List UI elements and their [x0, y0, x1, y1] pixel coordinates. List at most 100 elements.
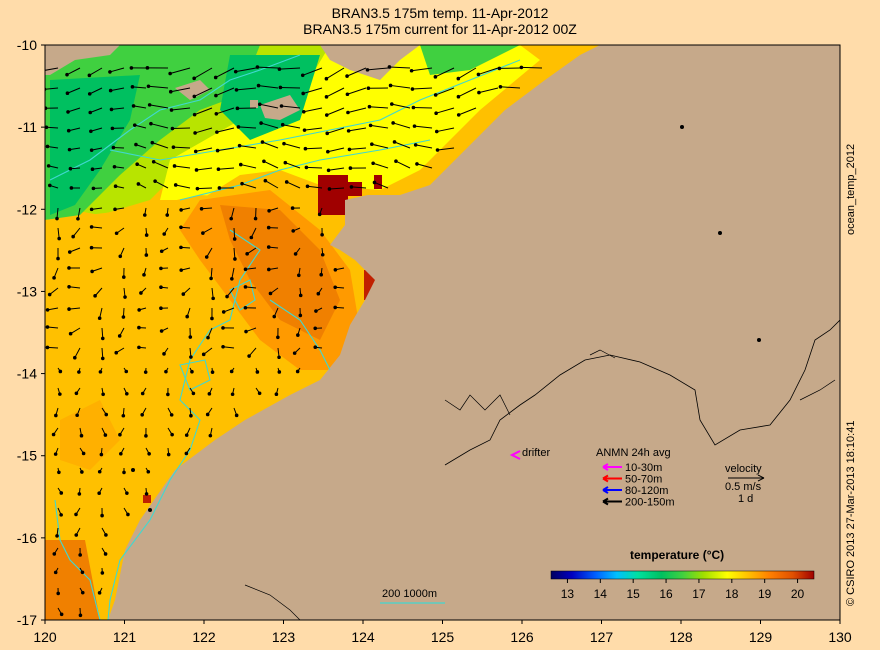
current-arrow-head [69, 186, 74, 190]
current-arrow-head [316, 291, 321, 296]
current-arrow-head [188, 335, 193, 339]
current-arrow-head [313, 326, 318, 331]
current-arrow-head [52, 552, 57, 556]
current-arrow [77, 207, 81, 219]
anmn-legend-arrowhead [602, 463, 609, 471]
current-arrow-head [171, 145, 176, 149]
current-arrow [171, 107, 191, 111]
current-arrow-head [97, 591, 102, 595]
current-arrow-head [135, 162, 139, 166]
y-tick-label: -12 [17, 201, 37, 217]
current-arrow-head [47, 183, 52, 188]
current-arrow-head [146, 469, 151, 474]
anmn-legend-label: 80-120m [625, 485, 668, 497]
current-arrow [521, 66, 543, 69]
current-arrow [67, 107, 81, 113]
current-arrow-head [278, 85, 283, 90]
current-arrow [134, 124, 147, 129]
current-arrow-head [333, 267, 338, 272]
current-arrow-head [326, 149, 330, 154]
current-arrow-head [56, 256, 60, 261]
x-tick-label: 130 [828, 629, 852, 645]
current-arrow-head [75, 413, 79, 418]
current-arrow-head [304, 165, 309, 170]
current-arrow [90, 107, 103, 113]
current-arrow-head [68, 166, 73, 171]
current-arrow-head [169, 413, 174, 417]
current-arrow-head [234, 413, 239, 418]
current-arrow-head [391, 121, 395, 125]
current-arrow-head [243, 305, 248, 310]
current-arrow-head [229, 369, 234, 374]
current-arrow-head [66, 110, 70, 114]
x-tick-label: 126 [510, 629, 534, 645]
current-arrow-head [456, 113, 461, 117]
product-label: ocean_temp_2012 [845, 143, 857, 235]
current-arrow-head [314, 309, 318, 313]
current-arrow [416, 163, 433, 169]
current-arrow-head [103, 433, 108, 437]
current-arrow [349, 147, 367, 150]
current-arrow-head [367, 104, 372, 109]
current-arrow-head [147, 103, 152, 107]
current-arrow-head [67, 266, 71, 270]
current-arrow [68, 127, 81, 132]
current-arrow-head [277, 355, 281, 360]
current-arrow [173, 146, 191, 149]
velocity-legend-speed: 0.5 m/s [725, 481, 762, 493]
current-arrow [154, 180, 169, 189]
current-arrow [241, 183, 257, 189]
current-arrow-head [108, 88, 113, 93]
current-arrow-head [142, 213, 147, 217]
current-arrow-head [114, 231, 119, 236]
current-arrow-head [392, 140, 397, 144]
current-arrow-head [126, 512, 130, 517]
current-arrow [236, 87, 257, 91]
current-arrow-head [159, 266, 163, 271]
current-arrow-head [253, 216, 258, 221]
current-arrow-head [313, 345, 318, 350]
current-arrow-head [519, 65, 524, 70]
current-arrow [46, 126, 59, 129]
temperature-colorbar: temperature (°C) 13 14 15 16 17 18 19 20 [550, 548, 815, 601]
current-arrow-head [76, 217, 80, 221]
current-arrow [45, 87, 59, 90]
current-arrow-head [46, 164, 51, 168]
current-arrow-head [277, 67, 282, 71]
current-arrow-head [320, 232, 324, 237]
current-arrow-head [80, 590, 85, 595]
current-arrow-head [235, 106, 240, 111]
current-arrow-head [45, 308, 50, 312]
current-arrow [327, 147, 345, 153]
current-arrow [172, 127, 191, 130]
velocity-legend: velocity 0.5 m/s 1 d [725, 463, 765, 505]
current-arrow [394, 141, 411, 149]
current-arrow-head [67, 307, 71, 311]
current-arrow-head [207, 392, 212, 396]
current-arrow-head [100, 513, 104, 518]
current-arrow-head [214, 111, 219, 116]
y-tick-label: -13 [17, 283, 37, 299]
current-arrow [346, 67, 367, 77]
current-arrow-head [122, 470, 126, 475]
current-arrow-head [387, 65, 392, 69]
current-arrow-head [73, 355, 77, 360]
current-arrow-head [216, 167, 221, 171]
velocity-legend-duration: 1 d [738, 493, 753, 505]
current-arrow-head [89, 129, 93, 134]
current-arrow [263, 160, 279, 169]
current-arrow-head [390, 102, 394, 106]
current-arrow-head [53, 570, 58, 575]
current-arrow-head [296, 333, 300, 337]
current-arrow [215, 87, 235, 97]
current-arrow-head [371, 161, 375, 166]
current-arrow-head [193, 131, 197, 135]
current-arrow [196, 167, 213, 171]
current-arrow [436, 107, 455, 114]
current-arrow-head [100, 336, 105, 341]
current-arrow-head [151, 160, 156, 164]
current-arrow-head [433, 75, 438, 79]
current-arrow-head [259, 121, 263, 125]
current-arrow [133, 105, 147, 109]
current-arrow-head [189, 413, 193, 418]
